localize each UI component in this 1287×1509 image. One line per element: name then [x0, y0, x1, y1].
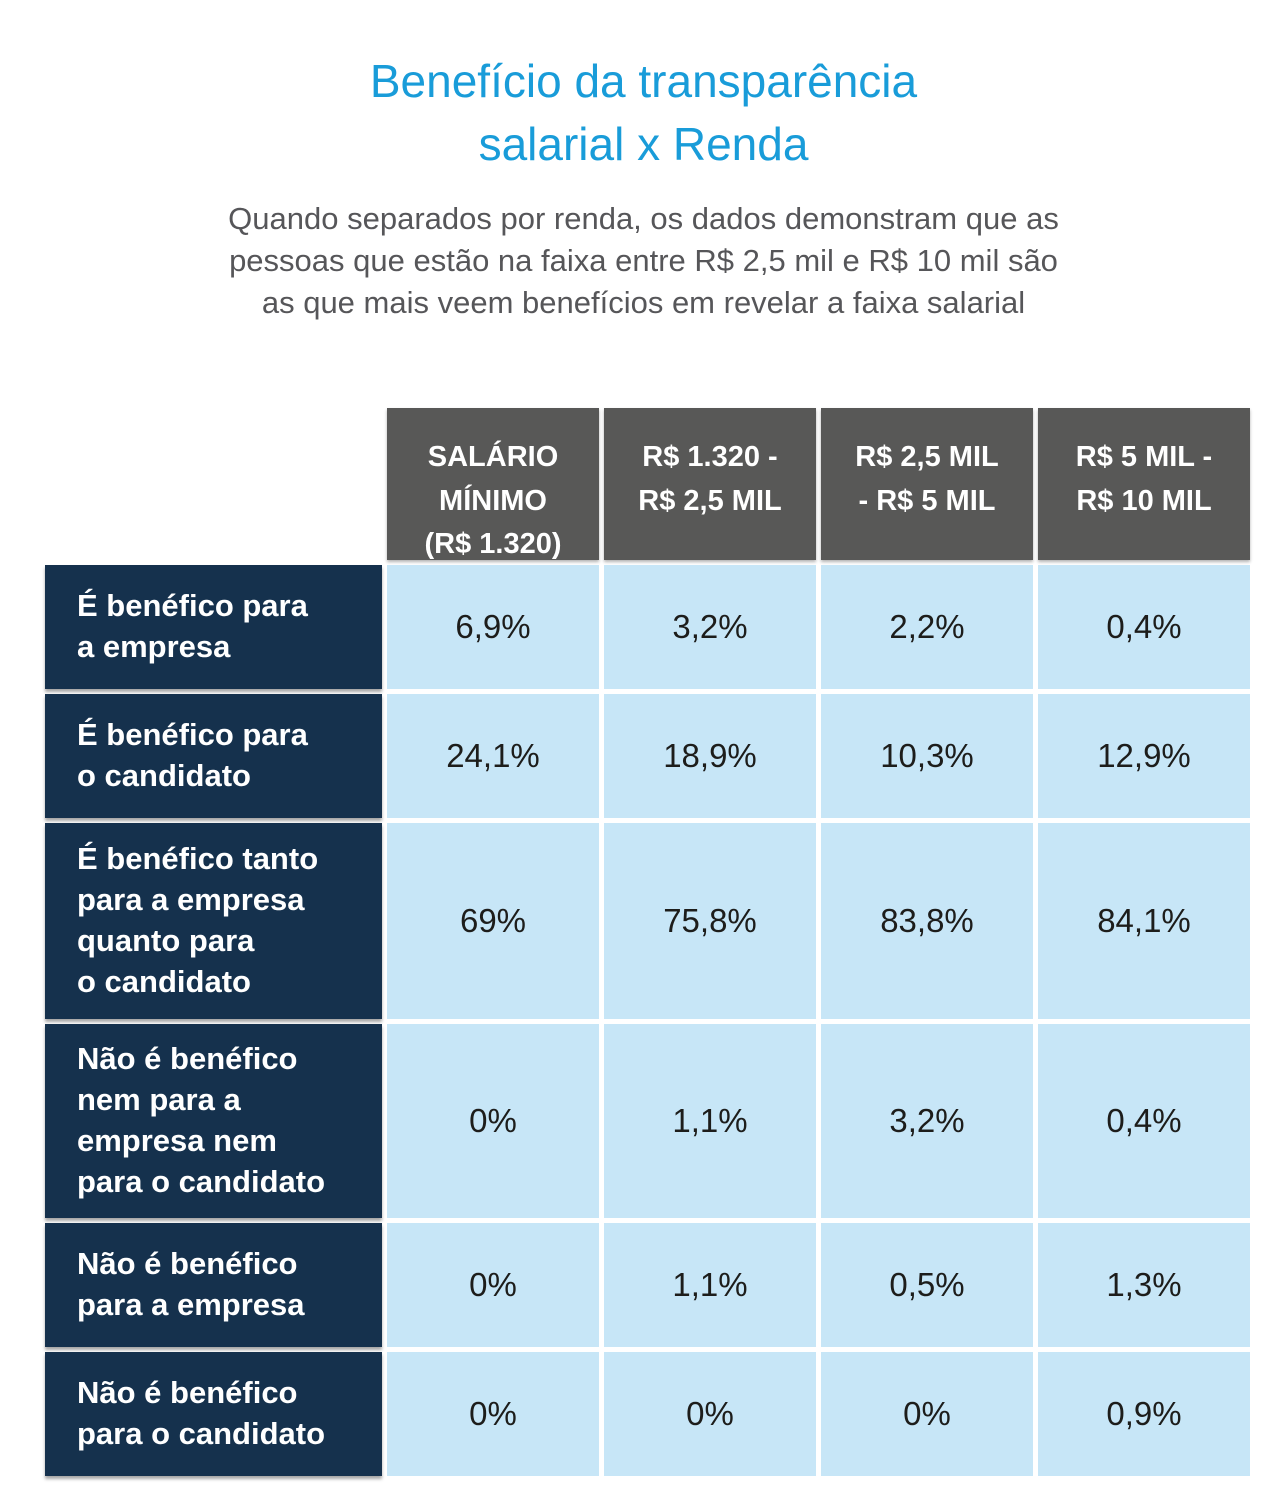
column-header-1320-25mil: R$ 1.320 - R$ 2,5 MIL	[604, 408, 816, 560]
row-label-nao-benefico-candidato: Não é benéfico para o candidato	[45, 1352, 382, 1476]
salary-transparency-table: SALÁRIO MÍNIMO (R$ 1.320) R$ 1.320 - R$ …	[45, 408, 1250, 1476]
table-cell: 12,9%	[1038, 694, 1250, 818]
table-cell: 0,4%	[1038, 1024, 1250, 1218]
table-cell: 3,2%	[604, 565, 816, 689]
table-cell: 0,4%	[1038, 565, 1250, 689]
table-cell: 0,5%	[821, 1223, 1033, 1347]
table-cell: 0,9%	[1038, 1352, 1250, 1476]
table-cell: 1,3%	[1038, 1223, 1250, 1347]
table-cell: 0%	[821, 1352, 1033, 1476]
row-label-benefico-candidato: É benéfico para o candidato	[45, 694, 382, 818]
row-label-benefico-empresa: É benéfico para a empresa	[45, 565, 382, 689]
table-cell: 84,1%	[1038, 823, 1250, 1019]
table-cell: 0%	[387, 1223, 599, 1347]
row-label-nao-benefico-nenhum: Não é benéfico nem para a empresa nem pa…	[45, 1024, 382, 1218]
table-cell: 0%	[387, 1352, 599, 1476]
table-cell: 24,1%	[387, 694, 599, 818]
column-header-salario-minimo: SALÁRIO MÍNIMO (R$ 1.320)	[387, 408, 599, 560]
table-cell: 0%	[604, 1352, 816, 1476]
column-header-25mil-5mil: R$ 2,5 MIL - R$ 5 MIL	[821, 408, 1033, 560]
page-subtitle: Quando separados por renda, os dados dem…	[228, 201, 1059, 321]
table-corner-spacer	[45, 408, 382, 560]
table-cell: 6,9%	[387, 565, 599, 689]
column-header-5mil-10mil: R$ 5 MIL - R$ 10 MIL	[1038, 408, 1250, 560]
table-cell: 83,8%	[821, 823, 1033, 1019]
table-cell: 2,2%	[821, 565, 1033, 689]
row-label-nao-benefico-empresa: Não é benéfico para a empresa	[45, 1223, 382, 1347]
table-cell: 1,1%	[604, 1024, 816, 1218]
table-cell: 1,1%	[604, 1223, 816, 1347]
page-title: Benefício da transparência salarial x Re…	[369, 55, 918, 171]
table-cell: 10,3%	[821, 694, 1033, 818]
table-cell: 18,9%	[604, 694, 816, 818]
table-cell: 0%	[387, 1024, 599, 1218]
row-label-benefico-ambos: É benéfico tanto para a empresa quanto p…	[45, 823, 382, 1019]
table-cell: 69%	[387, 823, 599, 1019]
table-cell: 3,2%	[821, 1024, 1033, 1218]
table-cell: 75,8%	[604, 823, 816, 1019]
